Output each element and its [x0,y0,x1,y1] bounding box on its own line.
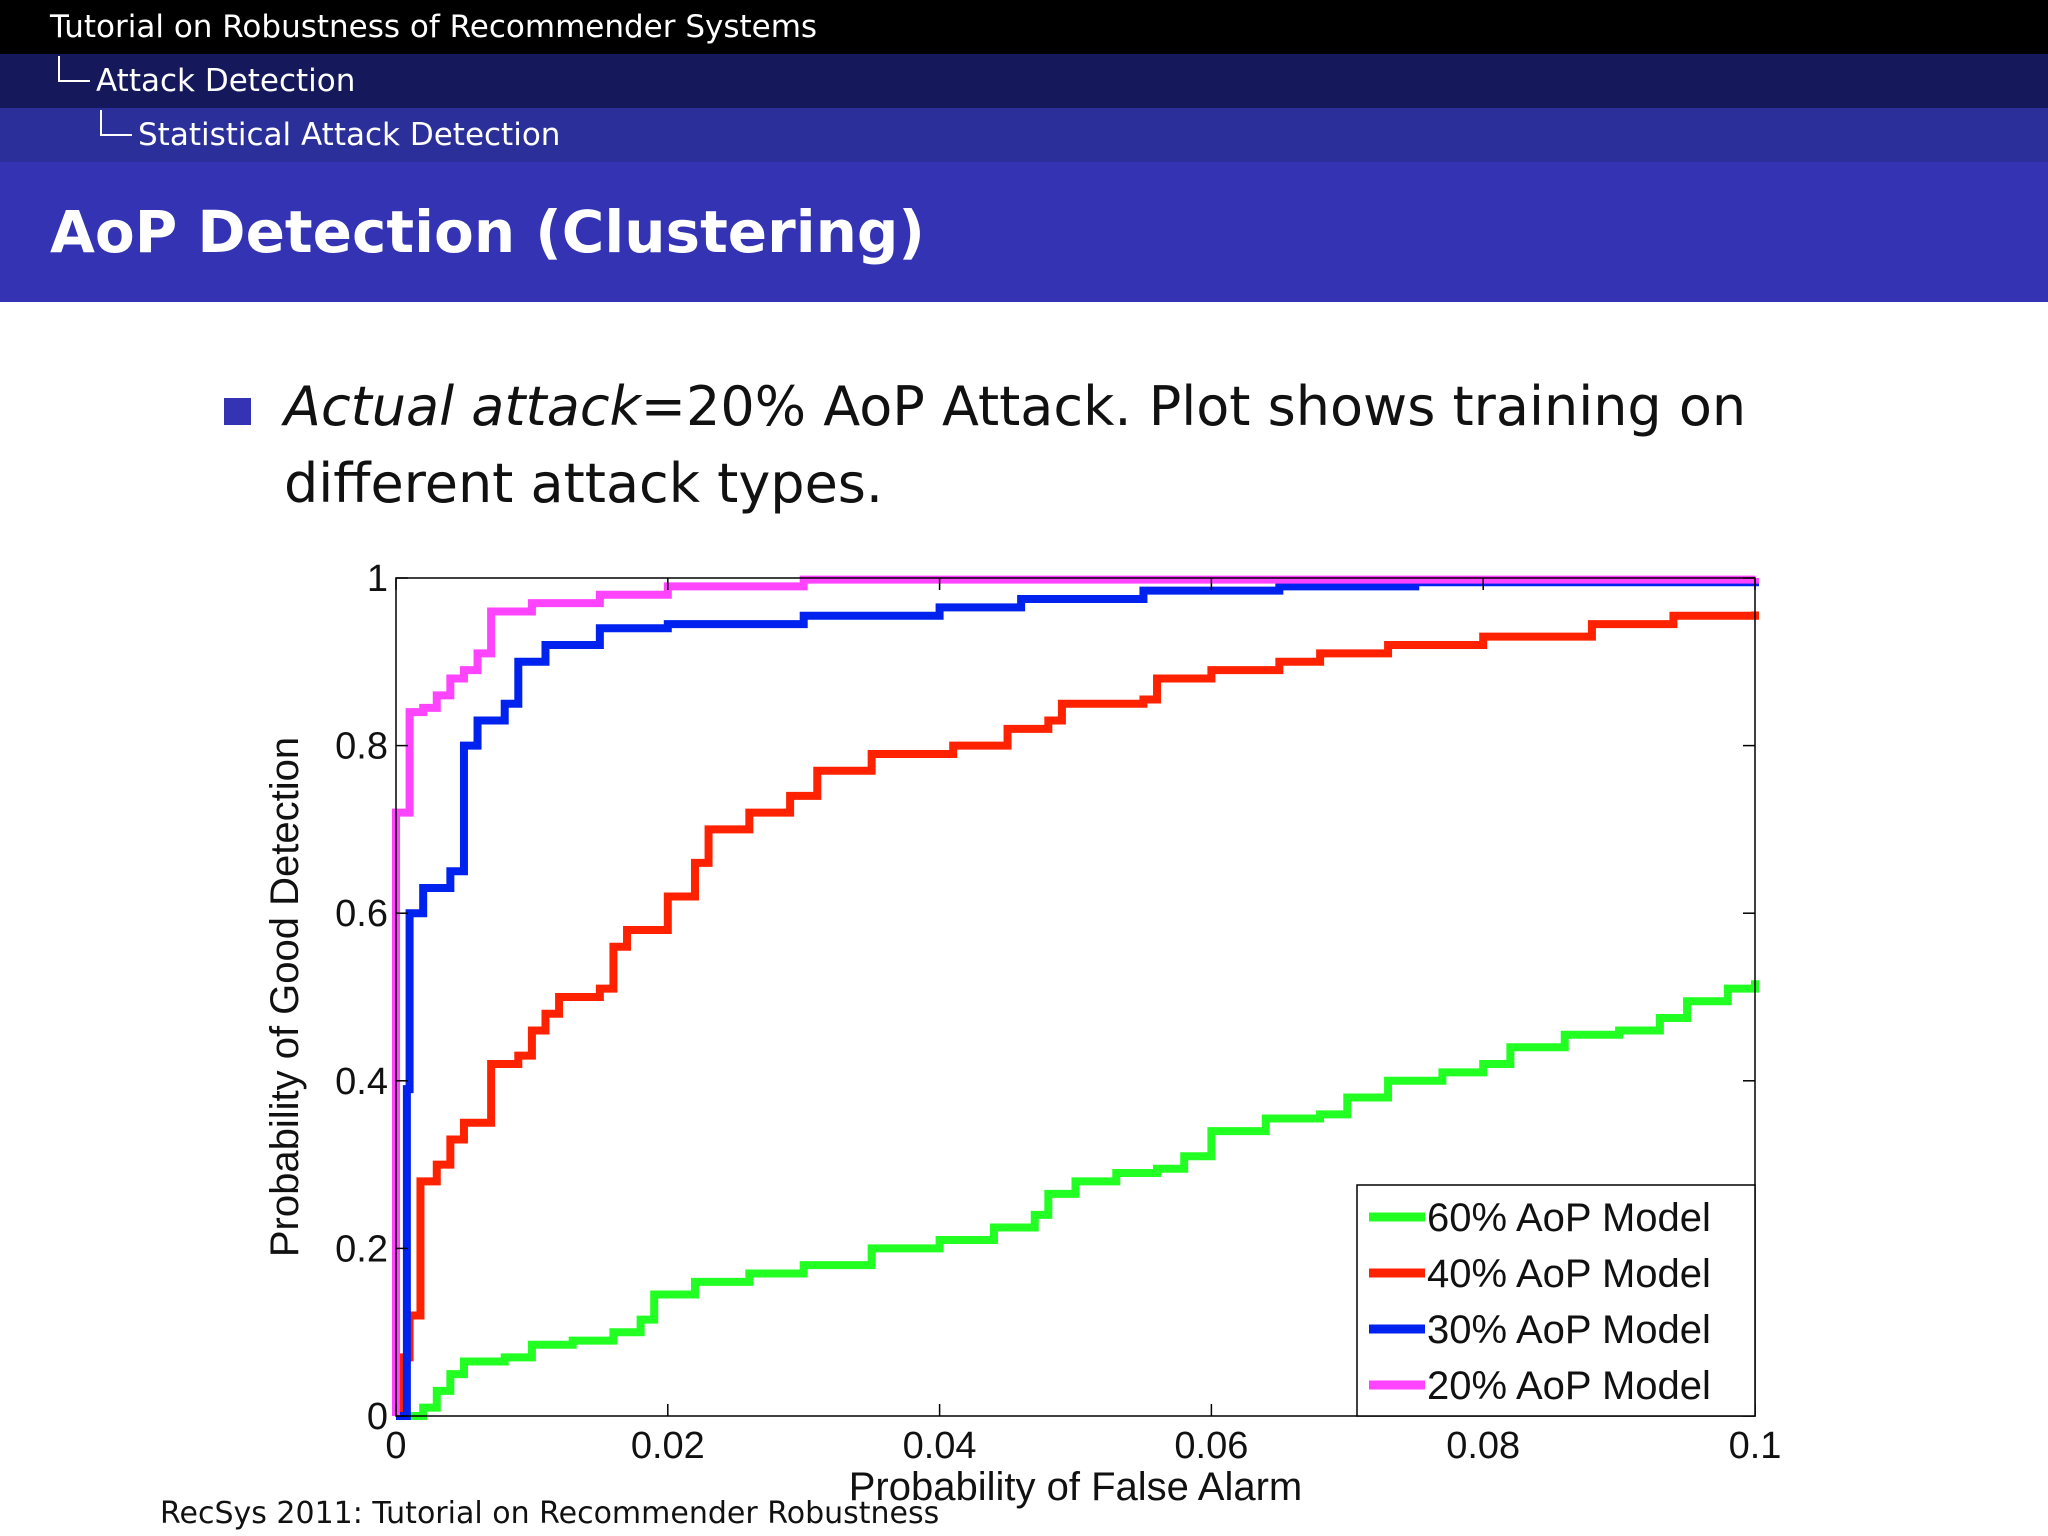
y-tick-label: 0.4 [335,1061,388,1103]
series-line-1 [396,611,1759,1420]
legend-label: 40% AoP Model [1427,1252,1711,1296]
bullet-square-icon [224,398,251,425]
tree-connector-icon [58,56,90,82]
x-tick-label: 0 [385,1425,406,1467]
y-tick-label: 0.8 [335,726,388,768]
header-section-bar: Tutorial on Robustness of Recommender Sy… [0,0,2048,54]
bullet-text: Actual attack=20% AoP Attack. Plot shows… [284,368,1784,522]
slide-title-bar: AoP Detection (Clustering) [0,162,2048,302]
series-line-2 [396,578,1759,1420]
legend-box [1356,1184,1756,1417]
legend-label: 30% AoP Model [1427,1308,1711,1352]
legend-label: 20% AoP Model [1427,1364,1711,1408]
y-tick-label: 0.6 [335,893,388,935]
bullet-italic-text: Actual attack [284,375,641,438]
x-tick-label: 0.02 [631,1425,705,1467]
x-tick-label: 0.04 [903,1425,977,1467]
series-line-0 [396,980,1759,1420]
y-tick-label: 0 [367,1396,388,1438]
slide-footer: RecSys 2011: Tutorial on Recommender Rob… [160,1496,940,1531]
header-subsection-title: Attack Detection [96,63,356,99]
y-tick-label: 0.2 [335,1228,388,1270]
x-axis-label: Probability of False Alarm [849,1465,1303,1509]
slide-title: AoP Detection (Clustering) [50,198,925,266]
x-tick-label: 0.08 [1446,1425,1520,1467]
y-axis-label: Probability of Good Detection [263,737,307,1257]
tree-connector-icon [100,110,132,136]
bullet-body-text: =20% AoP Attack. Plot shows training on … [284,375,1747,515]
header-subsubsection-bar: Statistical Attack Detection [0,108,2048,162]
y-tick-label: 1 [367,558,388,600]
header-subsubsection-title: Statistical Attack Detection [138,117,561,153]
plot-frame [395,577,1756,1417]
header-subsection-bar: Attack Detection [0,54,2048,108]
x-tick-label: 0.1 [1729,1425,1782,1467]
header-section-title: Tutorial on Robustness of Recommender Sy… [50,9,818,45]
x-tick-label: 0.06 [1174,1425,1248,1467]
legend-label: 60% AoP Model [1427,1196,1711,1240]
